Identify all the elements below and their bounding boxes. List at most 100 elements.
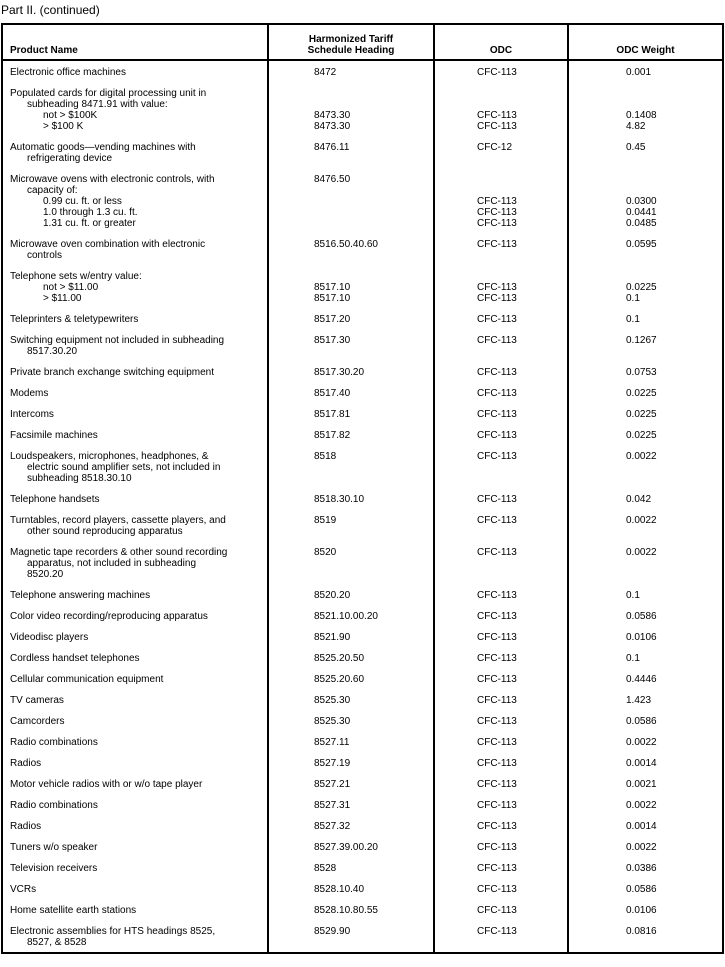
- odc-cell: CFC-113: [433, 233, 568, 265]
- product-line: 8520.20: [27, 569, 64, 580]
- weight-cell: 0.1: [567, 584, 723, 605]
- odc-cell: CFC-113 CFC-113 CFC-113: [433, 168, 568, 233]
- product-line: Television receivers: [10, 863, 98, 874]
- product-line: Home satellite earth stations: [10, 905, 137, 916]
- weight-cell: 0.0014: [567, 815, 723, 836]
- hts-cell: 8521.10.00.20: [267, 605, 434, 626]
- odc-cell: CFC-113: [433, 541, 568, 584]
- weight-cell: 0.001: [567, 60, 723, 82]
- product-line: Loudspeakers, microphones, headphones, &: [10, 451, 209, 462]
- header-odc: ODC: [433, 24, 568, 61]
- product-cell: Magnetic tape recorders & other sound re…: [2, 541, 268, 584]
- odc-line: [477, 526, 567, 537]
- weight-cell: 0.0022: [567, 541, 723, 584]
- odc-line: CFC-113: [477, 926, 517, 937]
- product-line: Motor vehicle radios with or w/o tape pl…: [10, 779, 203, 790]
- product-line: Telephone handsets: [10, 494, 100, 505]
- odc-line: CFC-113: [477, 905, 517, 916]
- product-line: capacity of:: [27, 185, 78, 196]
- weight-line: 0.0022: [626, 842, 657, 853]
- odc-cell: CFC-113: [433, 647, 568, 668]
- odc-line: CFC-113: [477, 335, 517, 346]
- odc-line: CFC-113: [477, 821, 517, 832]
- table-row: Tuners w/o speaker 8527.39.00.20 CFC-113 0.…: [2, 836, 723, 857]
- odc-line: [477, 462, 567, 473]
- product-cell: Television receivers: [2, 857, 268, 878]
- product-cell: Home satellite earth stations: [2, 899, 268, 920]
- weight-line: 0.1408: [626, 110, 657, 121]
- weight-line: 0.0225: [626, 282, 657, 293]
- hts-cell: 8519: [267, 509, 434, 541]
- product-line: Modems: [10, 388, 49, 399]
- odc-line: CFC-113: [477, 737, 517, 748]
- product-line: electric sound amplifier sets, not inclu…: [27, 462, 221, 473]
- hts-line: 8473.30: [314, 110, 351, 121]
- weight-cell: 1.423: [567, 689, 723, 710]
- odc-line: CFC-113: [477, 632, 517, 643]
- hts-cell: 8520: [267, 541, 434, 584]
- hts-cell: 8529.90: [267, 920, 434, 953]
- table-caption: Part II. (continued): [1, 3, 100, 17]
- odc-cell: CFC-113: [433, 878, 568, 899]
- product-line: Telephone sets w/entry value:: [10, 271, 142, 282]
- hts-cell: 8528.10.80.55: [267, 899, 434, 920]
- product-line: Color video recording/reproducing appara…: [10, 611, 208, 622]
- table-row: Motor vehicle radios with or w/o tape pl…: [2, 773, 723, 794]
- hts-line: 8525.30: [314, 695, 351, 706]
- weight-line: 0.0014: [626, 758, 657, 769]
- odc-cell: CFC-113: [433, 329, 568, 361]
- hts-cell: 8517.30.20: [267, 361, 434, 382]
- hts-line: 8527.32: [314, 821, 351, 832]
- weight-line: 0.0022: [626, 515, 657, 526]
- product-line: VCRs: [10, 884, 37, 895]
- odc-line: CFC-113: [477, 196, 517, 207]
- hts-line: 8527.31: [314, 800, 351, 811]
- odc-line: CFC-113: [477, 515, 517, 526]
- product-line: Tuners w/o speaker: [10, 842, 98, 853]
- weight-cell: 0.0014: [567, 752, 723, 773]
- odc-cell: CFC-113: [433, 403, 568, 424]
- odc-line: CFC-113: [477, 758, 517, 769]
- product-line: TV cameras: [10, 695, 64, 706]
- hts-line: 8518.30.10: [314, 494, 365, 505]
- product-cell: Telephone handsets: [2, 488, 268, 509]
- odc-line: [477, 174, 567, 185]
- hts-line: 8476.50: [314, 174, 351, 185]
- weight-cell: 0.0753: [567, 361, 723, 382]
- weight-line: 0.1: [626, 590, 640, 601]
- odc-line: CFC-113: [477, 388, 517, 399]
- odc-cell: CFC-113: [433, 382, 568, 403]
- product-cell: Telephone sets w/entry value: not > $11.0…: [2, 265, 268, 308]
- hts-line: [314, 153, 433, 164]
- hts-cell: 8525.20.50: [267, 647, 434, 668]
- hts-cell: 8517.20: [267, 308, 434, 329]
- table-row: Microwave ovens with electronic controls…: [2, 168, 723, 233]
- hts-cell: 8527.21: [267, 773, 434, 794]
- weight-cell: 0.45: [567, 136, 723, 168]
- weight-line: [626, 569, 722, 580]
- odc-cell: CFC-113: [433, 752, 568, 773]
- product-line: > $11.00: [43, 293, 82, 304]
- hts-line: 8527.19: [314, 758, 351, 769]
- odc-cell: CFC-113: [433, 361, 568, 382]
- odc-cell: CFC-113: [433, 731, 568, 752]
- table-row: Television receivers 8528 CFC-113 0.0386: [2, 857, 723, 878]
- hts-line: [314, 473, 433, 484]
- odc-cell: CFC-113: [433, 308, 568, 329]
- weight-line: 0.0225: [626, 430, 657, 441]
- weight-line: [626, 937, 722, 948]
- hts-line: [314, 196, 433, 207]
- hts-line: 8525.20.50: [314, 653, 365, 664]
- weight-line: 0.0106: [626, 905, 657, 916]
- odc-cell: CFC-113: [433, 710, 568, 731]
- weight-cell: 0.0021: [567, 773, 723, 794]
- hts-cell: 8527.11: [267, 731, 434, 752]
- odc-line: CFC-113: [477, 611, 517, 622]
- product-cell: Switching equipment not included in subh…: [2, 329, 268, 361]
- weight-line: 0.0022: [626, 737, 657, 748]
- odc-cell: CFC-113: [433, 920, 568, 953]
- product-line: not > $11.00: [43, 282, 99, 293]
- weight-cell: 0.0300 0.0441 0.0485: [567, 168, 723, 233]
- table-row: Switching equipment not included in subh…: [2, 329, 723, 361]
- hts-line: [314, 526, 433, 537]
